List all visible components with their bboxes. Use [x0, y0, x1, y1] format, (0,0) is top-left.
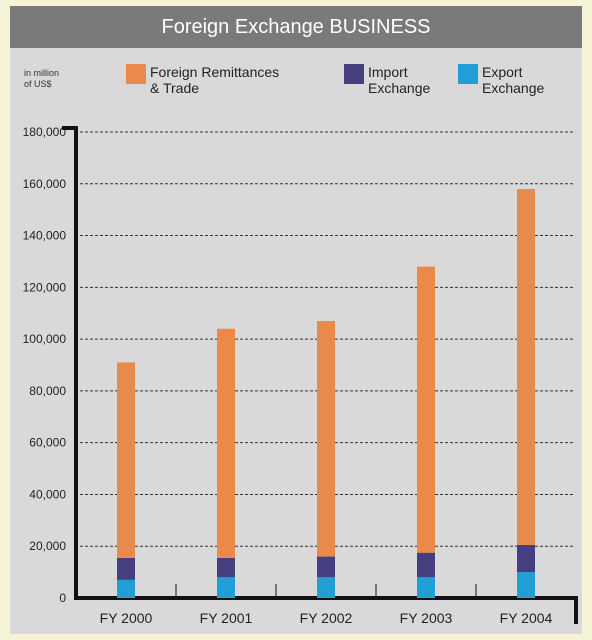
- bar-segment: [517, 188, 535, 545]
- y-tick-label: 80,000: [29, 384, 66, 398]
- y-tick-label: 160,000: [23, 177, 67, 191]
- y-tick-label: 180,000: [23, 125, 67, 139]
- legend-swatch-remittances: [126, 64, 146, 84]
- legend-swatch-import: [344, 64, 364, 84]
- bar-segment: [417, 577, 435, 598]
- bar-segment: [317, 320, 335, 557]
- legend-export-line2: Exchange: [482, 80, 545, 96]
- legend-import-line1: Import: [368, 64, 408, 80]
- bar-segment: [217, 577, 235, 598]
- bar-segment: [217, 557, 235, 578]
- x-category-label: FY 2002: [300, 610, 353, 626]
- chart-frame: Foreign Exchange BUSINESS in million of …: [10, 6, 582, 634]
- legend-remittances-line1: Foreign Remittances: [150, 64, 280, 80]
- bar-segment: [217, 328, 235, 558]
- bar-segment: [517, 544, 535, 573]
- legend-item-import: Import Exchange: [368, 64, 430, 96]
- legend-export-line1: Export: [482, 64, 523, 80]
- legend-remittances-line2: & Trade: [150, 80, 200, 96]
- bar-segment: [417, 266, 435, 553]
- y-tick-label: 120,000: [23, 280, 67, 294]
- x-category-label: FY 2001: [200, 610, 253, 626]
- y-tick-label: 20,000: [29, 539, 66, 553]
- legend-item-export: Export Exchange: [482, 64, 544, 96]
- bar-segment: [517, 572, 535, 598]
- y-tick-label: 100,000: [23, 332, 67, 346]
- axis-lines: [62, 126, 578, 624]
- legend-import-line2: Exchange: [368, 80, 431, 96]
- x-category-label: FY 2004: [500, 610, 553, 626]
- bar-segment: [317, 577, 335, 598]
- y-tick-label: 140,000: [23, 229, 67, 243]
- bar-segment: [417, 552, 435, 578]
- unit-label-line1: in million: [24, 68, 60, 78]
- chart-title: Foreign Exchange BUSINESS: [10, 6, 582, 48]
- y-tick-label: 60,000: [29, 436, 66, 450]
- bar-segment: [117, 557, 135, 580]
- unit-label-line2: of US$: [24, 79, 52, 89]
- unit-label: in million of US$: [24, 68, 84, 90]
- x-category-label: FY 2003: [400, 610, 453, 626]
- legend-item-remittances: Foreign Remittances & Trade: [150, 64, 279, 96]
- y-tick-label: 0: [59, 591, 66, 605]
- bar-segment: [317, 556, 335, 578]
- y-tick-label: 40,000: [29, 487, 66, 501]
- bar-segment: [117, 362, 135, 558]
- bar-segment: [117, 579, 135, 598]
- chart-plot: 0 20,000 40,000 60,000 80,000 100,000 120,000 1…: [23, 125, 578, 626]
- legend-swatch-export: [458, 64, 478, 84]
- x-category-label: FY 2000: [100, 610, 153, 626]
